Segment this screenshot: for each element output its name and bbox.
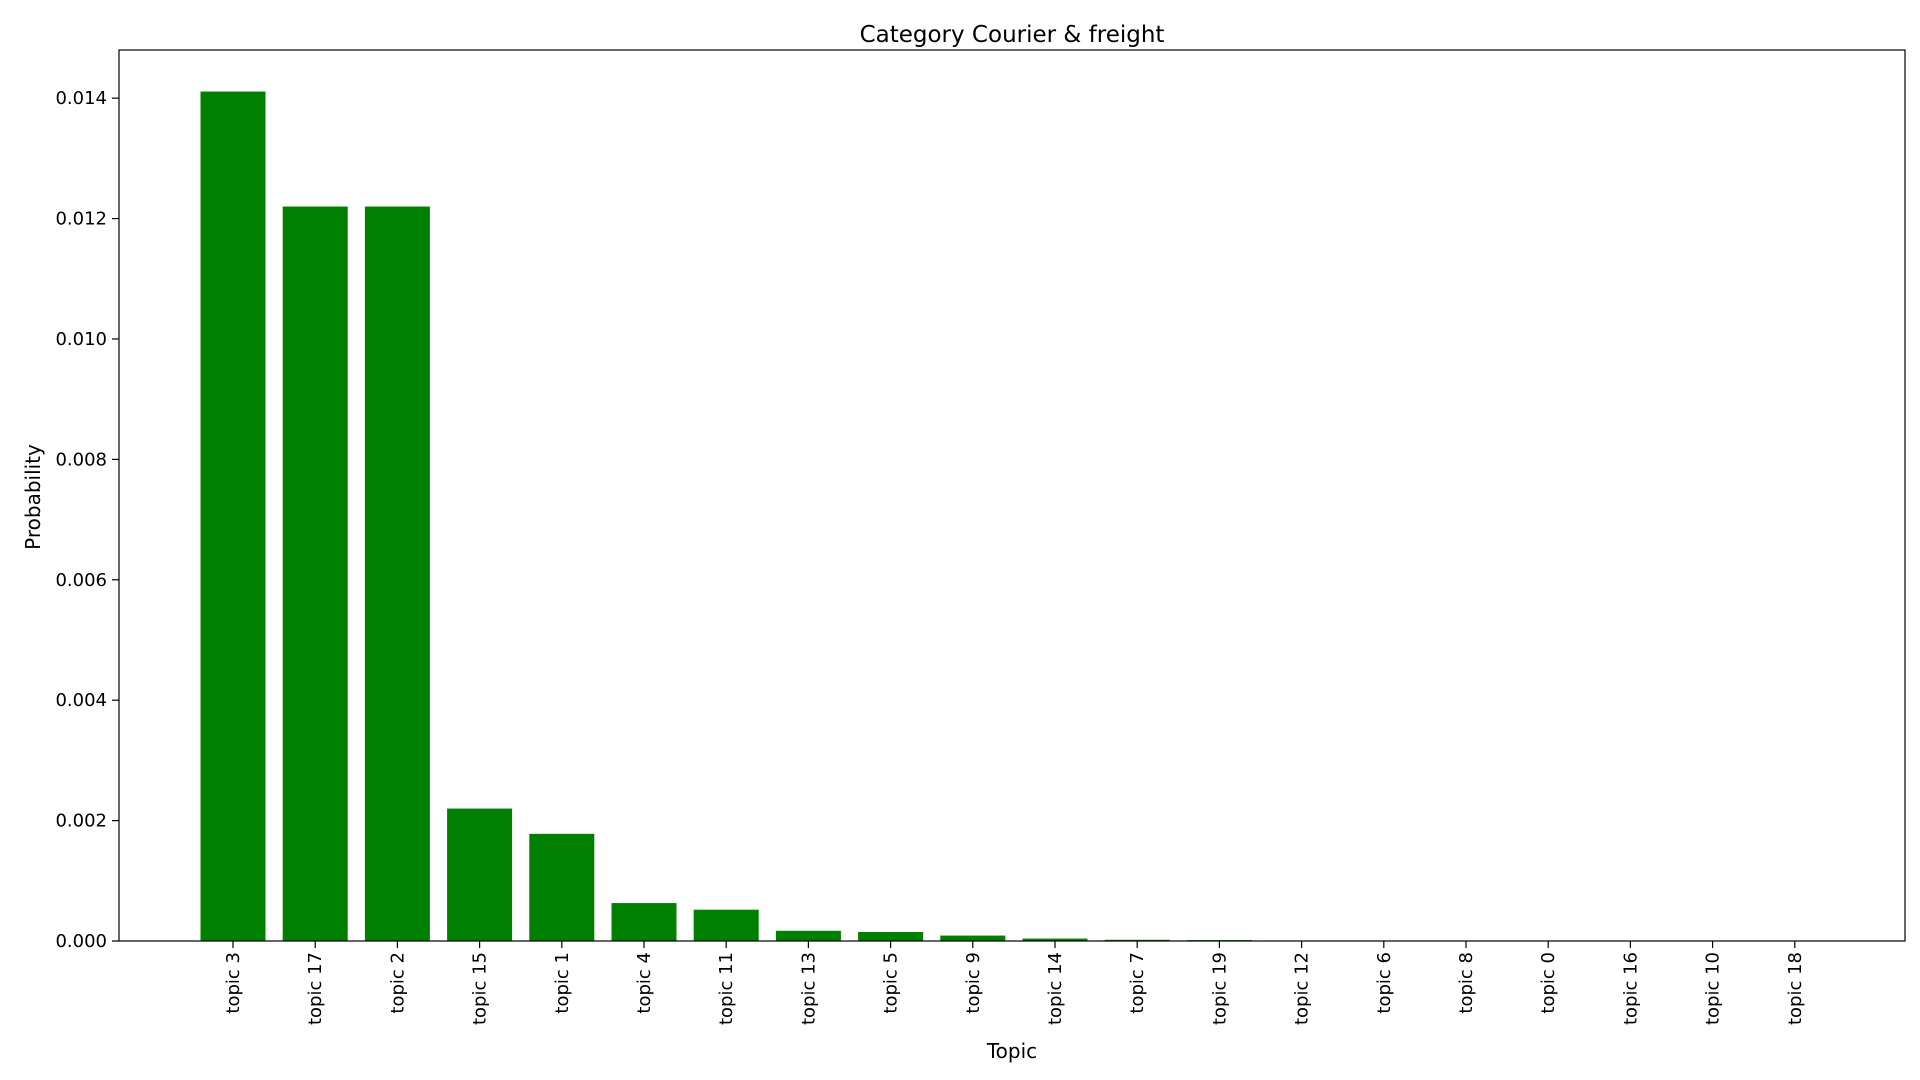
bar-topic-5 — [858, 931, 924, 941]
bars-group — [200, 91, 1828, 942]
bar-topic-9 — [940, 935, 1006, 941]
bar-topic-14 — [1022, 938, 1088, 941]
bar-topic-4 — [611, 903, 677, 941]
x-tick-label: topic 18 — [1785, 952, 1806, 1025]
x-tick-label: topic 11 — [716, 952, 737, 1025]
x-tick-label: topic 14 — [1045, 952, 1066, 1025]
y-tick-label: 0.004 — [55, 690, 107, 711]
bar-topic-13 — [775, 930, 841, 941]
bar-topic-3 — [200, 91, 266, 942]
x-tick-label: topic 15 — [470, 952, 491, 1025]
x-tick-label: topic 7 — [1127, 952, 1148, 1014]
y-axis: 0.000 0.002 0.004 0.006 0.008 0.010 0.012 0.014 — [55, 88, 119, 952]
x-tick-label: topic 0 — [1538, 952, 1559, 1014]
x-tick-label: topic 3 — [223, 952, 244, 1014]
x-axis: topic 3 topic 17 topic 2 topic 15 topic 1 top… — [223, 941, 1806, 1025]
y-tick-label: 0.010 — [55, 329, 107, 350]
y-tick-label: 0.012 — [55, 209, 107, 230]
chart-title: Category Courier & freight — [860, 22, 1165, 48]
bar-topic-2 — [364, 206, 430, 941]
y-tick-label: 0.002 — [55, 811, 107, 832]
x-tick-label: topic 17 — [305, 952, 326, 1025]
x-tick-label: topic 16 — [1620, 952, 1641, 1025]
bar-topic-11 — [693, 909, 759, 941]
x-tick-label: topic 1 — [552, 952, 573, 1014]
x-tick-label: topic 12 — [1292, 952, 1313, 1025]
x-tick-label: topic 10 — [1703, 952, 1724, 1025]
bar-topic-15 — [447, 808, 513, 941]
x-tick-label: topic 19 — [1209, 952, 1230, 1025]
x-tick-label: topic 13 — [798, 952, 819, 1025]
y-axis-label: Probability — [21, 444, 45, 550]
y-tick-label: 0.008 — [55, 449, 107, 470]
y-tick-label: 0.014 — [55, 88, 107, 109]
x-tick-label: topic 5 — [881, 952, 902, 1014]
x-tick-label: topic 8 — [1456, 952, 1477, 1014]
bar-topic-1 — [529, 833, 595, 941]
x-tick-label: topic 2 — [387, 952, 408, 1014]
x-tick-label: topic 9 — [963, 952, 984, 1014]
x-tick-label: topic 6 — [1374, 952, 1395, 1014]
y-tick-label: 0.006 — [55, 570, 107, 591]
x-tick-label: topic 4 — [634, 952, 655, 1014]
plot-frame — [118, 49, 1906, 942]
bar-topic-17 — [282, 206, 348, 941]
x-axis-label: Topic — [986, 1039, 1037, 1063]
y-tick-label: 0.000 — [55, 931, 107, 952]
